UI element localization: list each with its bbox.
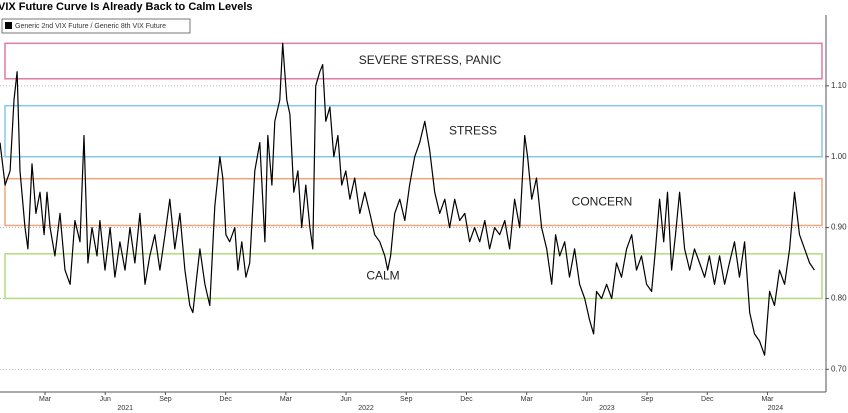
y-tick-label: 0.90 bbox=[831, 223, 847, 232]
legend-label: Generic 2nd VIX Future / Generic 8th VIX… bbox=[15, 23, 166, 30]
x-tick-label: Jun bbox=[100, 396, 111, 403]
zone-label: CALM bbox=[366, 268, 399, 282]
y-tick-label: 0.80 bbox=[831, 294, 847, 303]
year-label: 2024 bbox=[768, 405, 784, 412]
y-tick-label: 1.00 bbox=[831, 152, 847, 161]
x-tick-label: Mar bbox=[39, 396, 52, 403]
chart-title: VIX Future Curve Is Already Back to Calm… bbox=[0, 1, 253, 13]
x-tick-label: Mar bbox=[761, 396, 774, 403]
x-tick-label: Mar bbox=[280, 396, 293, 403]
x-tick-label: Sep bbox=[641, 396, 654, 403]
x-tick-label: Sep bbox=[159, 396, 172, 403]
x-tick-label: Jun bbox=[340, 396, 351, 403]
year-label: 2023 bbox=[599, 405, 615, 412]
legend-swatch bbox=[5, 22, 12, 29]
year-label: 2021 bbox=[117, 405, 133, 412]
x-tick-label: Dec bbox=[219, 396, 232, 403]
x-tick-label: Jun bbox=[581, 396, 592, 403]
zone-label: CONCERN bbox=[572, 194, 633, 208]
year-label: 2022 bbox=[358, 405, 374, 412]
zone-box bbox=[4, 42, 823, 80]
zone-label: STRESS bbox=[449, 123, 497, 137]
x-tick-label: Mar bbox=[521, 396, 534, 403]
x-tick-label: Dec bbox=[701, 396, 714, 403]
x-tick-label: Sep bbox=[400, 396, 413, 403]
zone-box bbox=[4, 177, 823, 227]
y-tick-label: 0.70 bbox=[831, 364, 847, 373]
y-tick-label: 1.10 bbox=[831, 81, 847, 90]
zone-box bbox=[4, 104, 823, 158]
data-line bbox=[0, 42, 815, 356]
zone-label: SEVERE STRESS, PANIC bbox=[359, 53, 502, 67]
x-tick-label: Dec bbox=[460, 396, 473, 403]
zone-box bbox=[4, 253, 823, 300]
legend-box bbox=[1, 18, 191, 34]
